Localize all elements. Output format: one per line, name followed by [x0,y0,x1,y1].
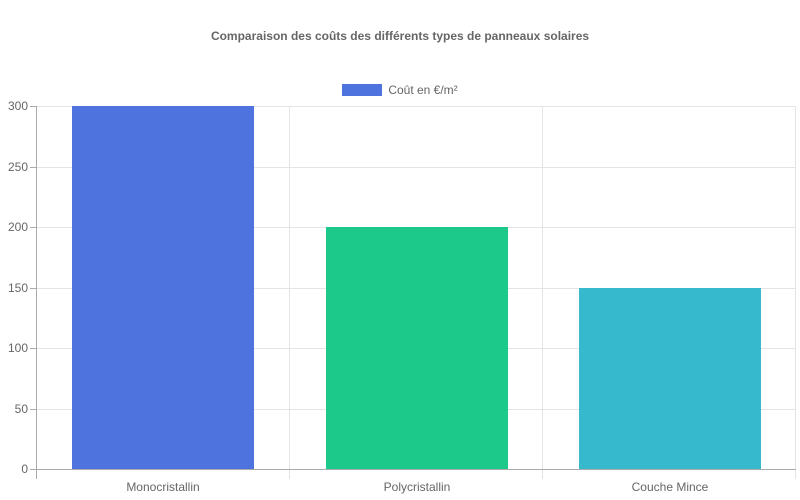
bar-monocristallin[interactable] [72,106,254,469]
y-tick-label: 250 [7,159,28,174]
x-tick-label: Monocristallin [126,480,200,494]
legend-label: Coût en €/m² [388,83,458,97]
bar-polycristallin[interactable] [326,227,508,469]
y-tick-label: 150 [7,280,28,295]
y-tick-label: 200 [7,220,28,234]
y-tick-label: 300 [7,99,28,113]
gridline [289,106,290,479]
gridline [36,106,796,107]
x-tick-label: Couche Mince [631,480,709,494]
x-tick-label: Polycristallin [383,480,451,494]
x-axis [36,469,796,470]
gridline [795,106,796,479]
y-tick-label: 0 [21,462,28,476]
gridline [542,106,543,479]
legend[interactable]: Coût en €/m² [0,83,800,97]
plot-area: 300 250 200 150 100 50 0 Monocristallin … [8,99,796,494]
y-tick-label: 50 [14,401,28,416]
chart-title: Comparaison des coûts des différents typ… [210,29,590,43]
gridline [36,166,796,168]
y-tick-label: 100 [7,341,28,355]
y-axis [36,106,37,479]
legend-swatch [342,84,383,96]
bar-couche-mince[interactable] [579,287,761,469]
